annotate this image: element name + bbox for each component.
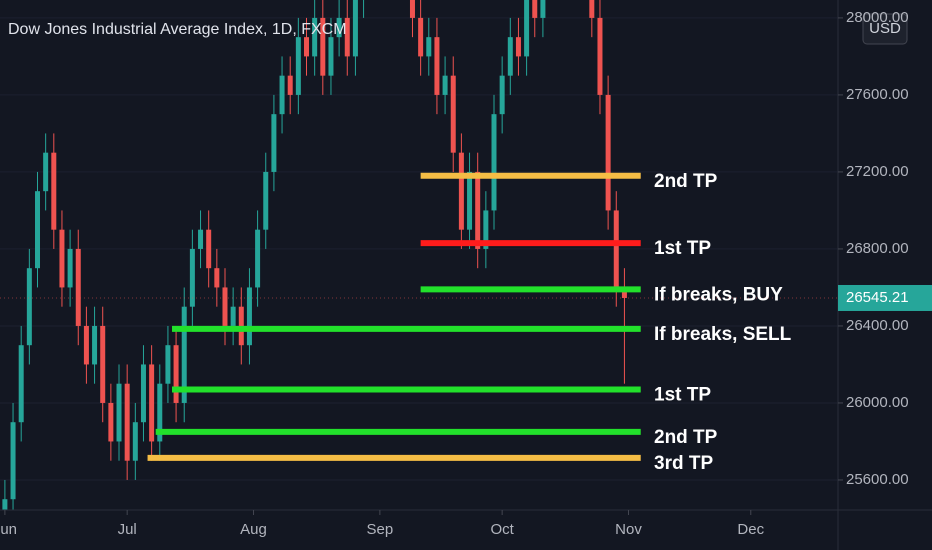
candle-body bbox=[458, 152, 464, 230]
candle-body bbox=[467, 171, 473, 230]
candle-body bbox=[442, 75, 448, 95]
candle-body bbox=[10, 422, 16, 500]
candle-body bbox=[173, 345, 179, 403]
candle-body bbox=[507, 37, 513, 76]
candle-body bbox=[198, 229, 204, 249]
candle-body bbox=[532, 0, 538, 18]
x-tick-label: Sep bbox=[367, 521, 394, 538]
candle-body bbox=[108, 402, 114, 442]
chart-title: Dow Jones Industrial Average Index, 1D, … bbox=[8, 21, 347, 38]
x-tick-label: Dec bbox=[737, 521, 764, 538]
candle-body bbox=[475, 171, 481, 249]
candle-body bbox=[116, 383, 122, 442]
level-label: 1st TP bbox=[654, 238, 711, 259]
candle-body bbox=[246, 287, 252, 346]
candle-body bbox=[589, 0, 595, 18]
candle-body bbox=[304, 37, 310, 57]
candle-body bbox=[434, 37, 440, 95]
y-tick-label: 27600.00 bbox=[846, 86, 909, 103]
level-label: 2nd TP bbox=[654, 427, 718, 448]
plot-area bbox=[0, 0, 838, 510]
candle-body bbox=[483, 210, 489, 249]
level-label: 2nd TP bbox=[654, 171, 718, 192]
candle-body bbox=[255, 229, 261, 288]
candle-body bbox=[605, 94, 611, 211]
candle-body bbox=[336, 17, 342, 38]
candle-body bbox=[83, 325, 89, 365]
y-tick-label: 26800.00 bbox=[846, 240, 909, 257]
candle-body bbox=[189, 248, 195, 307]
y-tick-label: 27200.00 bbox=[846, 163, 909, 180]
candle-body bbox=[328, 37, 334, 76]
candle-body bbox=[515, 37, 521, 57]
candle-body bbox=[263, 171, 269, 230]
candle-body bbox=[222, 287, 228, 326]
candle-body bbox=[491, 114, 497, 211]
candle-body bbox=[295, 37, 301, 95]
candle-body bbox=[621, 287, 627, 298]
last-price-tag bbox=[838, 284, 932, 311]
level-label: 1st TP bbox=[654, 384, 711, 405]
candle-body bbox=[287, 75, 293, 95]
x-tick-label: Jun bbox=[0, 521, 17, 538]
candle-body bbox=[499, 75, 505, 115]
candle-body bbox=[279, 75, 285, 115]
y-tick-label: 28000.00 bbox=[846, 9, 909, 26]
level-label: If breaks, SELL bbox=[654, 324, 792, 345]
x-tick-label: Oct bbox=[490, 521, 514, 538]
candle-body bbox=[409, 0, 415, 18]
currency-label: USD bbox=[869, 20, 901, 37]
x-tick-label: Nov bbox=[615, 521, 642, 538]
candle-body bbox=[613, 210, 619, 288]
candle-body bbox=[320, 17, 326, 76]
candle-body bbox=[124, 383, 130, 461]
candle-body bbox=[43, 152, 49, 192]
candle-body bbox=[157, 383, 163, 442]
x-tick-label: Jul bbox=[118, 521, 137, 538]
candle-body bbox=[271, 114, 277, 172]
candle-body bbox=[51, 152, 57, 230]
candle-body bbox=[75, 248, 81, 326]
candle-body bbox=[165, 345, 171, 384]
candle-body bbox=[92, 325, 98, 365]
y-tick-label: 25600.00 bbox=[846, 471, 909, 488]
candle-body bbox=[206, 229, 212, 269]
candle-body bbox=[344, 17, 350, 57]
candle-body bbox=[18, 345, 24, 423]
level-label: If breaks, BUY bbox=[654, 284, 783, 305]
candle-body bbox=[597, 17, 603, 95]
candle-body bbox=[34, 191, 40, 269]
candle-body bbox=[67, 248, 73, 288]
candle-body bbox=[2, 499, 8, 510]
x-tick-label: Aug bbox=[240, 521, 267, 538]
candle-body bbox=[540, 0, 546, 18]
candle-body bbox=[418, 17, 424, 57]
candle-body bbox=[26, 268, 32, 346]
y-tick-label: 26000.00 bbox=[846, 394, 909, 411]
candle-body bbox=[450, 75, 456, 153]
currency-button[interactable] bbox=[862, 13, 908, 45]
candle-body bbox=[312, 17, 318, 57]
candle-body bbox=[181, 306, 187, 403]
candle-body bbox=[59, 229, 65, 288]
candle-body bbox=[230, 306, 236, 326]
candle-body bbox=[140, 364, 146, 423]
candle-body bbox=[100, 325, 106, 403]
candle-body bbox=[426, 37, 432, 57]
y-tick-label: 26400.00 bbox=[846, 317, 909, 334]
candle-body bbox=[214, 268, 220, 288]
level-label: 3rd TP bbox=[654, 453, 713, 474]
candle-body bbox=[524, 0, 530, 57]
candle-body bbox=[149, 364, 155, 442]
candle-body bbox=[132, 422, 138, 461]
last-price-label: 26545.21 bbox=[846, 289, 909, 306]
candle-body bbox=[352, 0, 358, 57]
